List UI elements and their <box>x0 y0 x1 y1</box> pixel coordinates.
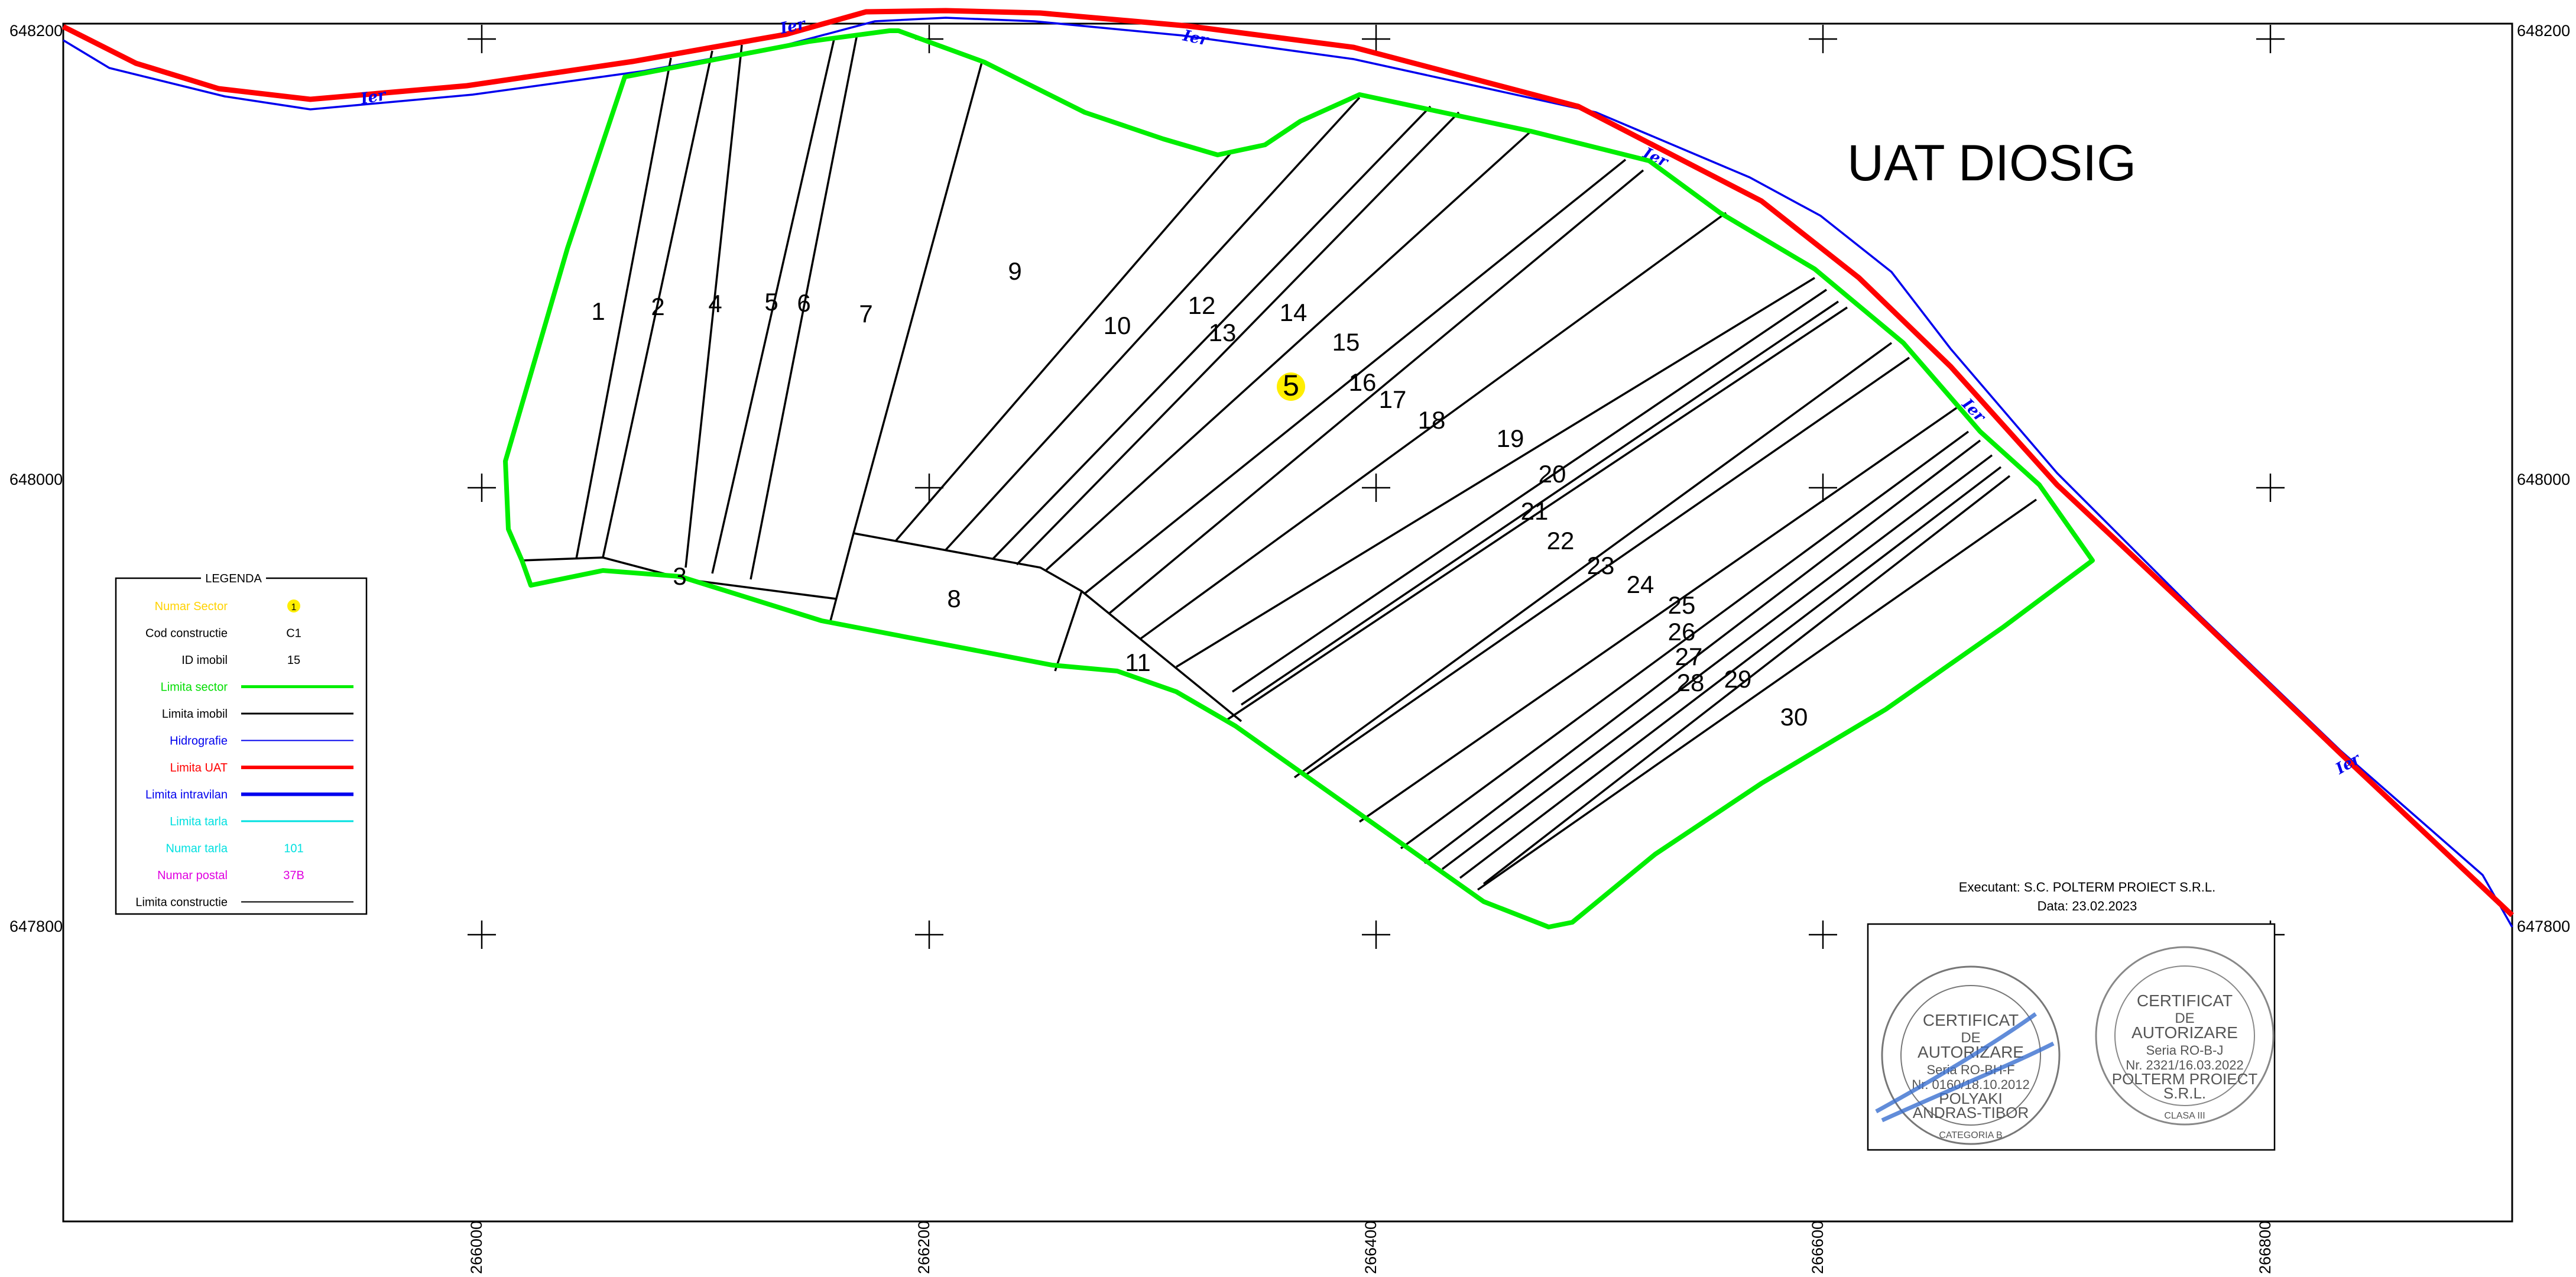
easting-label: 266200 <box>915 1221 933 1274</box>
lot-number: 5 <box>764 288 778 316</box>
lot-number: 1 <box>591 297 605 325</box>
stamp-line: CLASA III <box>2164 1111 2205 1121</box>
executant-text: Executant: S.C. POLTERM PROIECT S.R.L. <box>1959 880 2215 894</box>
map-frame <box>62 22 2513 1223</box>
river-label: Ier <box>359 86 388 108</box>
lot-number: 30 <box>1780 703 1808 731</box>
legend-item-label: Numar Sector <box>155 600 228 613</box>
legend-sample-text: 1 <box>291 602 297 612</box>
lot-number: 2 <box>651 293 664 320</box>
lot-number: 24 <box>1627 571 1654 598</box>
river-label: Ier <box>778 15 808 38</box>
stamp-line: DE <box>1961 1030 1980 1046</box>
lot-number: 7 <box>859 300 872 328</box>
lot-number: 29 <box>1724 665 1752 693</box>
legend-item-label: Limita constructie <box>135 896 228 909</box>
uat-boundary <box>61 8 2515 918</box>
legend-item-label: Numar tarla <box>166 842 228 855</box>
lot-number: 13 <box>1209 319 1237 346</box>
stamp-line: DE <box>2175 1010 2194 1026</box>
grid-crosses <box>468 25 2285 949</box>
legend-sample-text: C1 <box>286 627 301 640</box>
legend-item-label: ID imobil <box>181 654 228 667</box>
lot-boundaries <box>521 34 2038 891</box>
legend-title: LEGENDA <box>205 572 262 585</box>
northing-label: 647800 <box>9 918 63 935</box>
easting-label: 266000 <box>468 1221 485 1274</box>
lot-number: 15 <box>1332 328 1360 356</box>
lot-number: 25 <box>1668 591 1696 619</box>
legend-item-label: Cod constructie <box>145 627 228 640</box>
northing-label: 648200 <box>9 22 63 40</box>
legend-item-label: Limita intravilan <box>145 789 228 802</box>
lot-number: 11 <box>1125 649 1151 676</box>
map-title: UAT DIOSIG <box>1847 135 2136 192</box>
stamp-line: ANDRAS-TIBOR <box>1913 1104 2029 1122</box>
legend-badge-sample <box>287 599 300 612</box>
date-text: Data: 23.02.2023 <box>2038 899 2137 913</box>
lot-number: 20 <box>1539 460 1566 488</box>
river-ier <box>63 17 2513 928</box>
lot-number: 4 <box>708 290 722 317</box>
lot-number: 18 <box>1418 406 1446 434</box>
stamp-line: CERTIFICAT <box>1923 1011 2019 1029</box>
lot-number: 6 <box>797 289 810 317</box>
stamp-line: CERTIFICAT <box>2137 991 2233 1010</box>
stamps-box <box>1867 923 2276 1151</box>
northing-label: 648000 <box>2517 471 2570 488</box>
legend-item-label: Limita tarla <box>170 815 228 828</box>
lot-number: 26 <box>1668 618 1696 646</box>
legend-item-label: Limita UAT <box>170 761 228 774</box>
lot-number: 12 <box>1188 291 1216 319</box>
legend-item-label: Numar postal <box>157 869 228 882</box>
stamp-line: S.R.L. <box>2163 1084 2206 1102</box>
legend-sample-text: 101 <box>284 842 303 855</box>
lot-number: 22 <box>1547 527 1575 555</box>
sector-boundary <box>503 28 2095 929</box>
lot-number: 21 <box>1521 497 1549 525</box>
lot-number: 10 <box>1104 312 1131 339</box>
lot-number: 27 <box>1675 643 1703 670</box>
easting-label: 266600 <box>1809 1221 1826 1274</box>
lot-number: 9 <box>1008 257 1021 285</box>
stamp-line: Nr. 2321/16.03.2022 <box>2126 1058 2243 1072</box>
sector-number-highlight <box>1277 372 1305 401</box>
lot-number: 3 <box>673 562 686 590</box>
northing-label: 648200 <box>2517 22 2570 40</box>
lot-number: 17 <box>1379 385 1407 413</box>
lot-number: 16 <box>1349 368 1377 396</box>
stamp-line: CATEGORIA B <box>1939 1130 2002 1140</box>
lot-number: 8 <box>947 585 961 612</box>
easting-label: 266800 <box>2256 1221 2274 1274</box>
lot-number: 14 <box>1280 299 1308 326</box>
legend: LEGENDA Numar Sector 1 Cod constructie C1 ID… <box>115 571 368 915</box>
legend-item-label: Limita sector <box>161 681 228 694</box>
sector-number: 5 <box>1283 369 1299 402</box>
lot-number: 28 <box>1677 669 1705 696</box>
legend-item-label: Hidrografie <box>170 735 228 748</box>
stamp-line: POLTERM PROIECT <box>2112 1070 2258 1088</box>
stamp-line: Seria RO-B-J <box>2146 1043 2224 1058</box>
lot-number: 19 <box>1497 424 1524 452</box>
northing-label: 647800 <box>2517 918 2570 935</box>
legend-sample-text: 37B <box>283 869 304 882</box>
legend-item-label: Limita imobil <box>162 708 228 721</box>
northing-label: 648000 <box>9 471 63 488</box>
easting-label: 266400 <box>1362 1221 1380 1274</box>
legend-sample-text: 15 <box>287 654 300 667</box>
lot-number: 23 <box>1587 552 1615 579</box>
stamp-line: AUTORIZARE <box>2131 1023 2238 1042</box>
